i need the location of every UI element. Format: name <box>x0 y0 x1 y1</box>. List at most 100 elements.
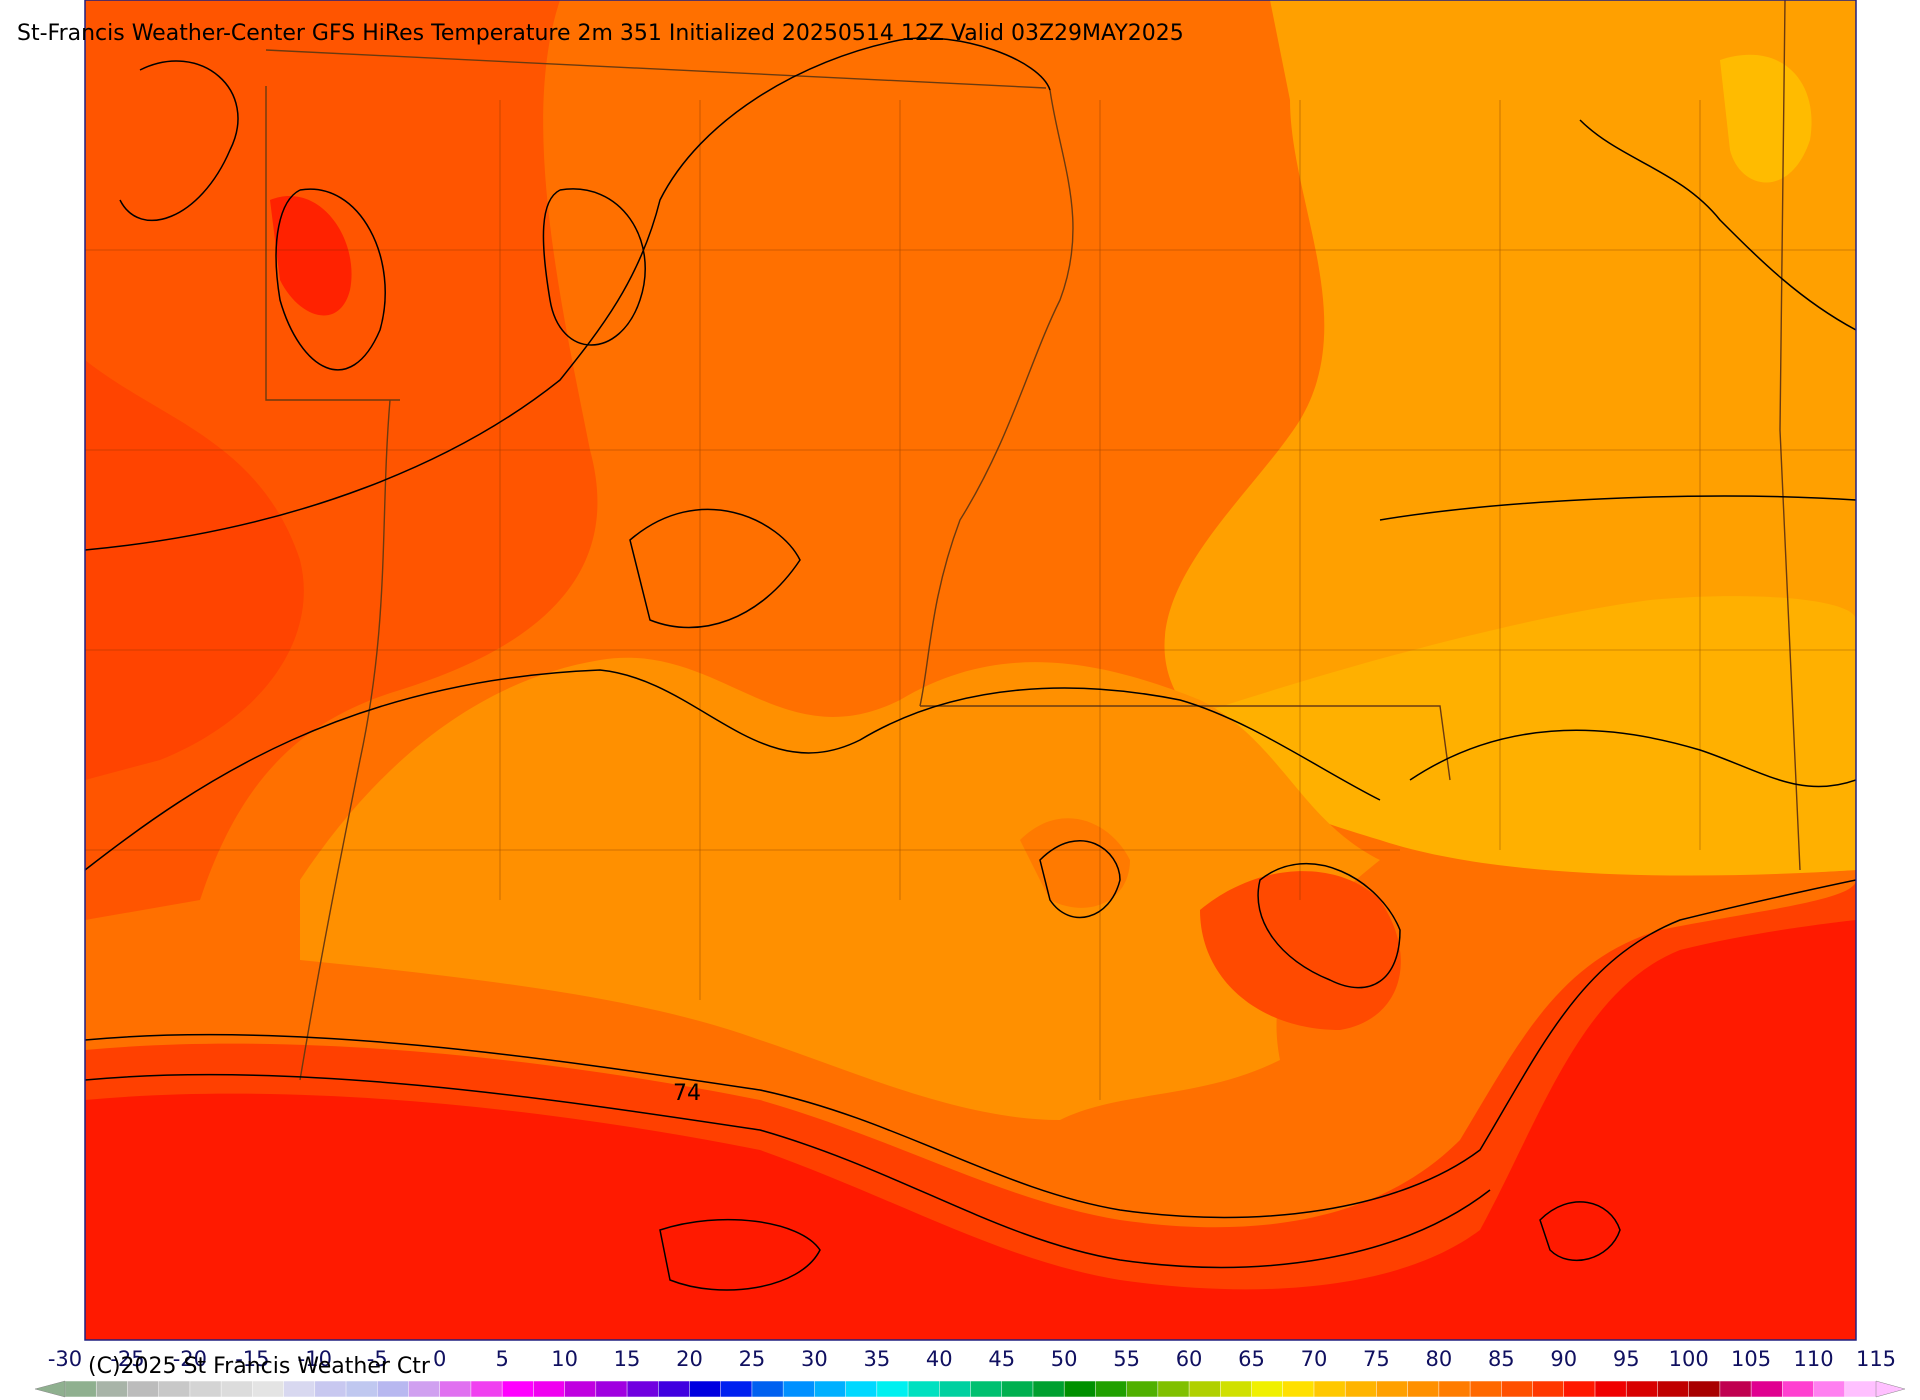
colorbar-swatch <box>1844 1380 1877 1398</box>
colorbar-swatch <box>1688 1380 1721 1398</box>
colorbar-label: 90 <box>1550 1347 1577 1371</box>
colorbar-swatch <box>314 1380 347 1398</box>
colorbar-label: -15 <box>235 1347 269 1371</box>
colorbar-label: 55 <box>1113 1347 1140 1371</box>
colorbar-swatch <box>564 1380 597 1398</box>
colorbar-label: 60 <box>1176 1347 1203 1371</box>
colorbar-swatch <box>658 1380 691 1398</box>
colorbar-swatch <box>907 1380 941 1398</box>
map-area <box>85 0 1856 1340</box>
colorbar-swatch <box>1220 1380 1253 1398</box>
colorbar-label: 0 <box>433 1347 446 1371</box>
colorbar-swatch <box>1532 1380 1565 1398</box>
colorbar-swatch <box>876 1380 909 1398</box>
colorbar-swatch <box>220 1380 254 1398</box>
colorbar-swatch <box>1501 1380 1534 1398</box>
colorbar-swatch <box>1782 1380 1815 1398</box>
contour-lines <box>85 37 1856 1291</box>
colorbar-swatch <box>1719 1380 1752 1398</box>
colorbar-swatch <box>1095 1380 1128 1398</box>
colorbar-swatch <box>751 1380 784 1398</box>
field-hot <box>270 196 352 316</box>
colorbar-swatch <box>1251 1380 1284 1398</box>
colorbar-swatch <box>1126 1380 1159 1398</box>
colorbar-swatch <box>1407 1380 1440 1398</box>
field-local <box>1020 818 1130 908</box>
colorbar-swatch <box>158 1380 191 1398</box>
colorbar-label: 20 <box>676 1347 703 1371</box>
colorbar-label: 10 <box>551 1347 578 1371</box>
colorbar-label: 5 <box>495 1347 508 1371</box>
colorbar-swatch <box>470 1380 503 1398</box>
contour-label: 74 <box>673 1081 701 1106</box>
colorbar-end-low <box>34 1380 66 1398</box>
colorbar-swatch <box>939 1380 972 1398</box>
colorbar: -30 -25 -20 -15 -10 -5 0 5 10 15 20 25 30 35 40 45 50 55 6… <box>34 1347 1906 1398</box>
colorbar-swatch <box>595 1380 628 1398</box>
colorbar-label: 50 <box>1051 1347 1078 1371</box>
colorbar-swatch <box>408 1380 441 1398</box>
colorbar-swatch <box>1657 1380 1690 1398</box>
colorbar-label: 65 <box>1238 1347 1265 1371</box>
colorbar-label: 40 <box>926 1347 953 1371</box>
colorbar-swatch <box>252 1380 285 1398</box>
colorbar-label: -30 <box>48 1347 82 1371</box>
colorbar-swatch <box>1001 1380 1034 1398</box>
copyright: (C)2025 St Francis Weather Ctr <box>88 1354 431 1379</box>
colorbar-swatch <box>1282 1380 1315 1398</box>
colorbar-label: 70 <box>1301 1347 1328 1371</box>
field-west-deep <box>85 360 304 780</box>
colorbar-label: -10 <box>298 1347 332 1371</box>
colorbar-swatch <box>95 1380 129 1398</box>
colorbar-swatch <box>970 1380 1003 1398</box>
colorbar-end-high <box>1875 1380 1906 1398</box>
colorbar-label: 85 <box>1488 1347 1515 1371</box>
colorbar-swatch <box>1750 1380 1784 1398</box>
colorbar-label: 115 <box>1856 1347 1896 1371</box>
colorbar-swatch <box>814 1380 847 1398</box>
colorbar-swatch <box>720 1380 753 1398</box>
colorbar-swatch <box>1188 1380 1222 1398</box>
colorbar-swatch <box>1594 1380 1627 1398</box>
rivers <box>299 89 1074 1081</box>
colorbar-label: -20 <box>173 1347 207 1371</box>
map-title: St-Francis Weather-Center GFS HiRes Temp… <box>17 21 1184 46</box>
colorbar-label: 95 <box>1613 1347 1640 1371</box>
colorbar-swatch <box>1469 1380 1503 1398</box>
colorbar-swatch <box>127 1380 160 1398</box>
colorbar-label: 80 <box>1425 1347 1452 1371</box>
colorbar-swatch <box>376 1380 410 1398</box>
colorbar-swatch <box>189 1380 222 1398</box>
colorbar-label: -5 <box>367 1347 388 1371</box>
colorbar-label: 25 <box>739 1347 766 1371</box>
colorbar-swatch <box>1625 1380 1659 1398</box>
colorbar-swatch <box>1313 1380 1346 1398</box>
state-borders <box>265 0 1801 871</box>
field-gulf <box>85 920 1856 1340</box>
map-frame <box>84 0 1857 1341</box>
colorbar-swatch <box>533 1380 566 1398</box>
colorbar-swatch <box>1376 1380 1409 1398</box>
colorbar-label: 75 <box>1363 1347 1390 1371</box>
colorbar-swatch <box>1063 1380 1097 1398</box>
colorbar-swatch <box>1032 1380 1065 1398</box>
colorbar-label: 15 <box>614 1347 641 1371</box>
colorbar-swatch <box>439 1380 472 1398</box>
colorbar-swatch <box>782 1380 816 1398</box>
colorbar-label: -25 <box>110 1347 144 1371</box>
colorbar-swatch <box>1438 1380 1471 1398</box>
colorbar-swatch <box>501 1380 535 1398</box>
colorbar-label: 45 <box>988 1347 1015 1371</box>
colorbar-swatch <box>345 1380 378 1398</box>
colorbar-swatch <box>689 1380 722 1398</box>
colorbar-swatch <box>845 1380 878 1398</box>
colorbar-swatch <box>64 1380 97 1398</box>
colorbar-label: 110 <box>1794 1347 1834 1371</box>
colorbar-label: 35 <box>863 1347 890 1371</box>
colorbar-label: 105 <box>1731 1347 1771 1371</box>
colorbar-label: 100 <box>1669 1347 1709 1371</box>
colorbar-swatch <box>1563 1380 1596 1398</box>
county-lines <box>85 100 1856 1100</box>
colorbar-swatch <box>1344 1380 1378 1398</box>
